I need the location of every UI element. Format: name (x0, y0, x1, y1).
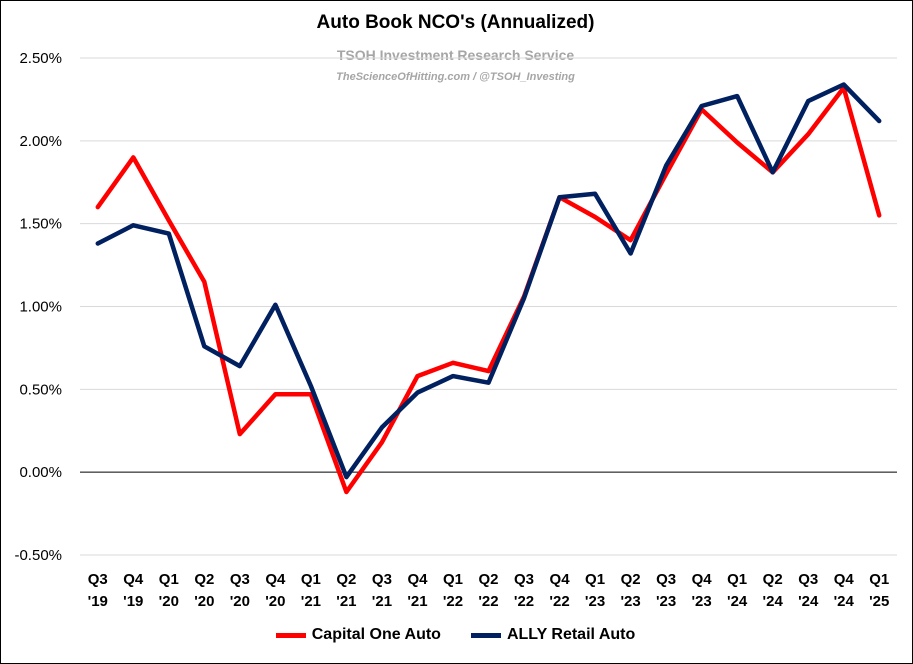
x-tick-label: Q2'20 (194, 571, 214, 610)
x-tick-label: Q2'23 (620, 571, 640, 610)
x-tick-label: Q2'24 (763, 571, 784, 610)
x-tick-label: Q1'22 (443, 571, 463, 610)
x-tick-label: Q3'23 (656, 571, 676, 610)
y-tick-label: 0.50% (19, 381, 62, 398)
x-tick-label: Q4'21 (407, 571, 428, 610)
x-tick-label: Q4'20 (265, 571, 286, 610)
y-axis-ticks: 2.50% 2.00% 1.50% 1.00% 0.50% 0.00% -0.50% (14, 50, 62, 564)
chart-credit: TheScienceOfHitting.com / @TSOH_Investin… (336, 71, 575, 83)
x-tick-label: Q4'19 (123, 571, 144, 610)
legend-item-capital-one: Capital One Auto (275, 626, 441, 644)
legend-item-ally: ALLY Retail Auto (470, 626, 636, 644)
x-tick-label: Q1'24 (727, 571, 748, 610)
x-tick-label: Q3'21 (372, 571, 392, 610)
x-tick-label: Q3'20 (230, 571, 250, 610)
series-lines (95, 82, 882, 495)
x-tick-label: Q4'23 (691, 571, 712, 610)
legend: Capital One Auto ALLY Retail Auto (0, 626, 911, 644)
legend-label-capital-one: Capital One Auto (311, 626, 441, 643)
series-line-ally (95, 82, 882, 480)
y-tick-label: -0.50% (14, 547, 62, 564)
x-tick-label: Q4'24 (834, 571, 855, 610)
gridlines (80, 57, 897, 556)
chart-subtitle: TSOH Investment Research Service (336, 47, 575, 63)
x-tick-label: Q2'21 (336, 571, 356, 610)
legend-swatch-ally (470, 632, 501, 638)
y-tick-label: 0.00% (19, 464, 62, 481)
x-tick-label: Q1'20 (159, 571, 179, 610)
x-tick-label: Q1'23 (585, 571, 605, 610)
x-tick-label: Q2'22 (478, 571, 498, 610)
y-tick-label: 1.50% (19, 216, 62, 233)
chart-title: Auto Book NCO's (Annualized) (316, 12, 595, 33)
x-tick-label: Q1'21 (301, 571, 321, 610)
y-tick-label: 2.00% (19, 133, 62, 150)
x-axis-categories: Q3'19 Q4'19 Q1'20 Q2'20 Q3'20 Q4'20 Q1'21 Q2'21… (88, 571, 890, 610)
x-tick-label: Q3'22 (514, 571, 534, 610)
x-tick-label: Q4'22 (549, 571, 570, 610)
x-tick-label: Q3'19 (88, 571, 108, 610)
y-tick-label: 2.50% (19, 50, 62, 67)
x-tick-label: Q1'25 (869, 571, 889, 610)
legend-label-ally: ALLY Retail Auto (506, 626, 636, 643)
x-tick-label: Q3'24 (798, 571, 819, 610)
legend-swatch-capital-one (275, 632, 306, 638)
y-tick-label: 1.00% (19, 299, 62, 316)
